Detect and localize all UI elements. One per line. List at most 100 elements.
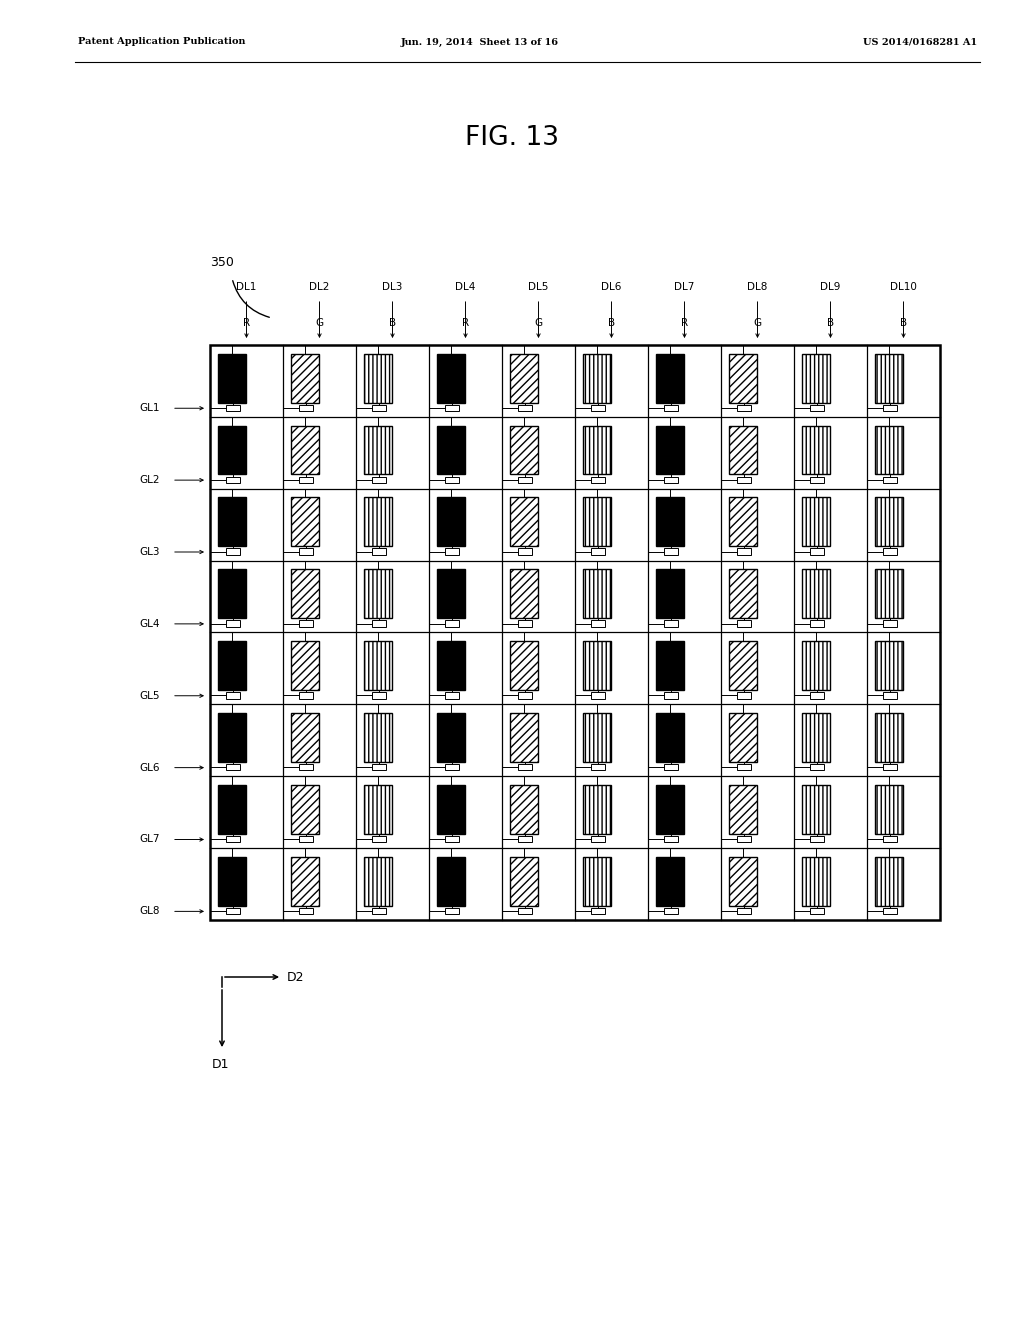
Bar xyxy=(883,836,897,842)
Bar xyxy=(364,354,392,403)
Bar xyxy=(810,764,824,771)
Bar xyxy=(226,620,241,627)
Bar xyxy=(372,548,386,554)
Text: D2: D2 xyxy=(287,970,304,983)
Bar xyxy=(737,405,752,411)
Bar xyxy=(372,692,386,698)
Bar xyxy=(656,785,684,834)
Bar xyxy=(444,908,460,915)
Bar xyxy=(299,548,313,554)
Bar xyxy=(226,548,241,554)
Bar xyxy=(664,405,678,411)
Bar xyxy=(218,498,246,546)
Bar xyxy=(656,642,684,690)
Bar xyxy=(437,642,465,690)
Bar xyxy=(291,642,318,690)
Bar xyxy=(876,354,903,403)
Bar xyxy=(583,498,610,546)
Bar xyxy=(510,498,538,546)
Bar xyxy=(437,354,465,403)
Bar xyxy=(510,857,538,906)
Bar xyxy=(444,764,460,771)
Bar xyxy=(437,498,465,546)
Text: GL7: GL7 xyxy=(139,834,160,845)
Bar xyxy=(737,908,752,915)
Bar xyxy=(291,498,318,546)
Bar xyxy=(737,620,752,627)
Text: G: G xyxy=(535,318,543,327)
Text: GL8: GL8 xyxy=(139,907,160,916)
FancyArrowPatch shape xyxy=(232,281,269,317)
Bar xyxy=(364,425,392,474)
Bar xyxy=(299,477,313,483)
Bar xyxy=(810,477,824,483)
Bar xyxy=(810,908,824,915)
Bar xyxy=(876,425,903,474)
Bar xyxy=(510,569,538,618)
Bar xyxy=(372,405,386,411)
Bar xyxy=(883,764,897,771)
Text: B: B xyxy=(900,318,907,327)
Bar xyxy=(299,620,313,627)
Bar xyxy=(583,425,610,474)
Bar xyxy=(664,836,678,842)
Bar xyxy=(883,477,897,483)
Text: B: B xyxy=(389,318,396,327)
Bar xyxy=(226,477,241,483)
Bar xyxy=(737,836,752,842)
Bar xyxy=(437,857,465,906)
Text: US 2014/0168281 A1: US 2014/0168281 A1 xyxy=(863,37,977,46)
Bar xyxy=(583,354,610,403)
Bar xyxy=(591,908,605,915)
Bar xyxy=(437,569,465,618)
Text: DL7: DL7 xyxy=(675,282,694,292)
Bar xyxy=(291,425,318,474)
Bar xyxy=(444,836,460,842)
Bar xyxy=(876,642,903,690)
Bar xyxy=(664,692,678,698)
Bar xyxy=(656,713,684,762)
Bar xyxy=(364,569,392,618)
Bar xyxy=(876,785,903,834)
Text: Patent Application Publication: Patent Application Publication xyxy=(78,37,246,46)
Bar xyxy=(518,836,532,842)
Bar xyxy=(802,785,829,834)
Text: G: G xyxy=(754,318,762,327)
Bar xyxy=(591,548,605,554)
Bar xyxy=(737,548,752,554)
Bar xyxy=(664,764,678,771)
Bar xyxy=(883,620,897,627)
Bar xyxy=(444,692,460,698)
Bar xyxy=(664,620,678,627)
Bar xyxy=(802,425,829,474)
Bar xyxy=(364,785,392,834)
Text: DL2: DL2 xyxy=(309,282,330,292)
Bar xyxy=(883,548,897,554)
Bar xyxy=(802,354,829,403)
Bar xyxy=(291,857,318,906)
Bar xyxy=(737,764,752,771)
Bar xyxy=(591,692,605,698)
Bar xyxy=(583,569,610,618)
Bar xyxy=(876,713,903,762)
Bar xyxy=(510,354,538,403)
Text: GL3: GL3 xyxy=(139,546,160,557)
Bar xyxy=(518,692,532,698)
Bar xyxy=(656,569,684,618)
Text: GL1: GL1 xyxy=(139,403,160,413)
Bar xyxy=(518,405,532,411)
Bar xyxy=(876,857,903,906)
Text: DL4: DL4 xyxy=(456,282,476,292)
Text: DL3: DL3 xyxy=(382,282,402,292)
Text: R: R xyxy=(681,318,688,327)
Bar xyxy=(656,425,684,474)
Bar xyxy=(518,620,532,627)
Bar xyxy=(299,692,313,698)
Bar xyxy=(729,713,757,762)
Bar xyxy=(299,908,313,915)
Text: Jun. 19, 2014  Sheet 13 of 16: Jun. 19, 2014 Sheet 13 of 16 xyxy=(401,37,559,46)
Bar xyxy=(737,477,752,483)
Bar xyxy=(291,569,318,618)
Bar xyxy=(802,642,829,690)
Bar xyxy=(372,764,386,771)
